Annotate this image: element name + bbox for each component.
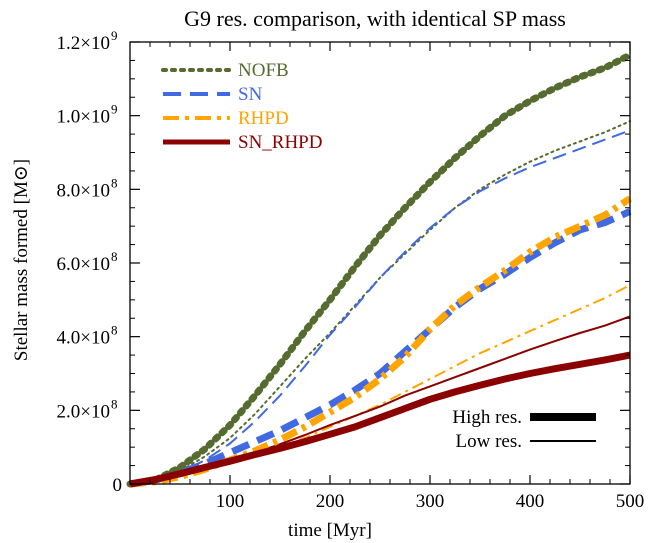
chart-title: G9 res. comparison, with identical SP ma… [184,6,566,31]
y-tick-label-exponent: 8 [111,323,118,338]
legend-label-sn: SN [238,84,263,105]
series-line-sn-rhpd-high-res [129,351,631,488]
y-tick-label-exponent: 8 [111,396,118,411]
legend-label-rhpd: RHPD [238,108,289,129]
x-tick-label: 500 [616,491,645,512]
x-axis-label: time [Myr] [288,520,372,541]
x-tick-label: 100 [216,491,245,512]
y-axis-label: Stellar mass formed [M⊙] [11,159,32,361]
x-tick-label: 200 [316,491,345,512]
plot-frame [129,41,631,485]
legend-label-nofb: NOFB [238,60,289,81]
y-tick-label: 1.2×10 [57,33,110,54]
y-tick-label-exponent: 9 [111,28,118,43]
y-tick-label: 1.0×10 [57,107,110,128]
series-line-sn-low-res [129,129,631,485]
res-legend-label-low: Low res. [456,431,522,452]
series-line-nofb-low-res [129,120,631,485]
series-line-nofb-high-res [126,51,634,488]
y-tick-label-exponent: 8 [111,175,118,190]
series-line-sn-high-res [129,208,632,488]
series-line-rhpd-high-res [129,195,632,488]
resolution-legend: High res. Low res. [452,407,596,452]
y-tick-label: 0 [113,475,123,496]
y-tick-label: 8.0×10 [57,180,110,201]
y-tick-label-exponent: 8 [111,249,118,264]
y-tick-label-exponent: 9 [111,102,118,117]
series-layer [126,51,634,488]
legend-label-sn-rhpd: SN_RHPD [238,132,322,153]
res-legend-label-high: High res. [452,407,522,428]
y-tick-label: 4.0×10 [57,328,110,349]
y-tick-label: 6.0×10 [57,254,110,275]
x-tick-label: 300 [416,491,445,512]
x-tick-label: 400 [516,491,545,512]
legend: NOFB SN RHPD SN_RHPD [161,60,322,153]
y-tick-label: 2.0×10 [57,401,110,422]
